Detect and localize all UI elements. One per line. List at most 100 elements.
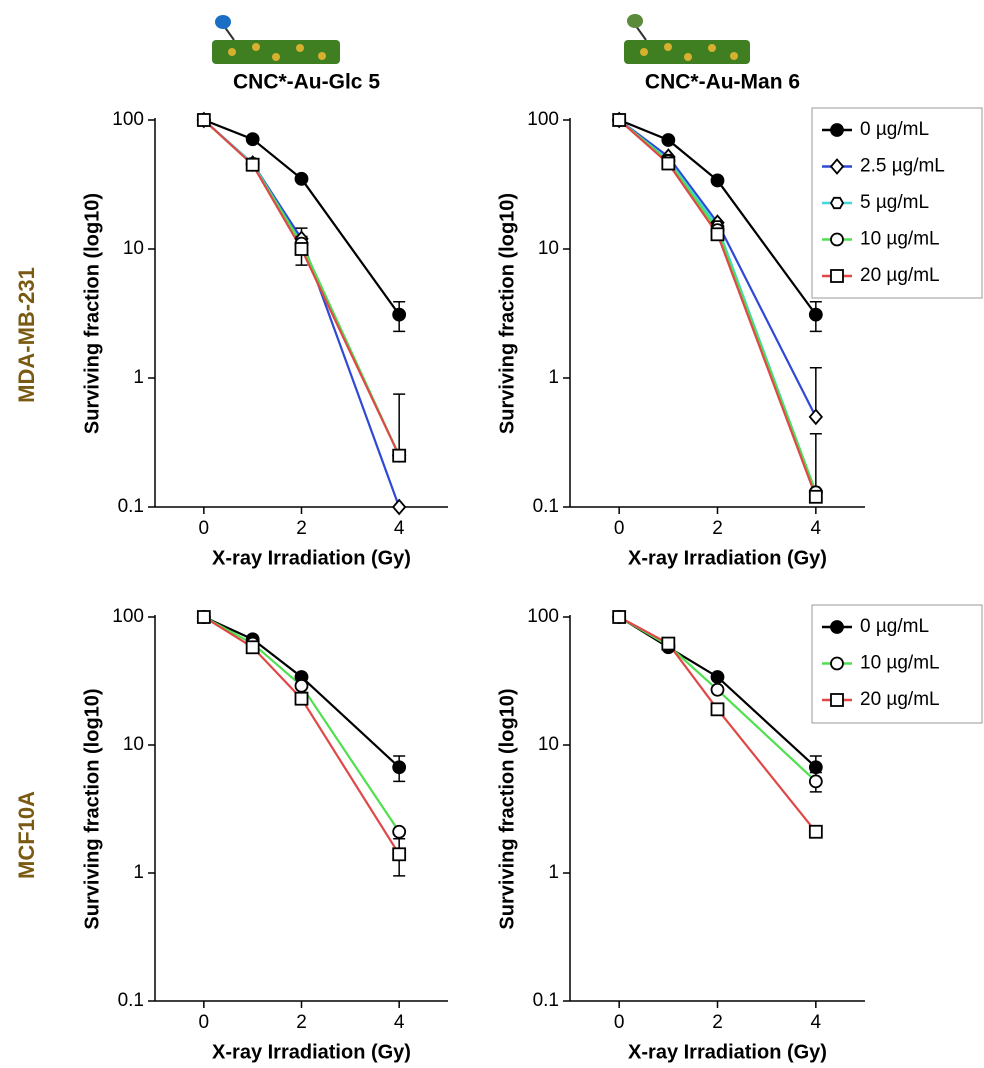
- x-tick-label: 2: [296, 1012, 307, 1033]
- y-tick-label: 1: [133, 367, 144, 388]
- marker: [392, 760, 407, 775]
- y-tick-label: 10: [538, 734, 559, 755]
- y-axis-label: Surviving fraction (log10): [81, 688, 103, 929]
- marker: [830, 693, 844, 707]
- series-line: [203, 615, 400, 769]
- x-tick-label: 2: [296, 518, 307, 539]
- marker: [196, 610, 211, 624]
- marker: [808, 489, 823, 504]
- series-line: [203, 118, 401, 316]
- x-tick-label: 2: [712, 518, 723, 539]
- marker: [808, 307, 823, 322]
- marker: [294, 678, 309, 693]
- y-tick-label: 100: [527, 606, 559, 627]
- marker: [661, 133, 676, 147]
- marker: [830, 620, 844, 634]
- marker: [808, 408, 824, 426]
- x-tick-label: 4: [811, 518, 822, 539]
- series-line: [618, 616, 817, 783]
- legend-label: 10 µg/mL: [860, 229, 940, 250]
- y-tick-label: 10: [123, 238, 144, 259]
- x-tick-label: 2: [712, 1012, 723, 1033]
- marker: [710, 670, 725, 684]
- series-line: [203, 119, 401, 457]
- y-tick-label: 0.1: [118, 990, 144, 1011]
- y-tick-label: 0.1: [533, 990, 559, 1011]
- series-line: [618, 119, 817, 418]
- marker: [392, 847, 407, 862]
- marker: [294, 691, 309, 706]
- marker: [245, 132, 260, 147]
- marker: [391, 498, 407, 516]
- marker: [245, 157, 260, 172]
- marker: [196, 113, 211, 127]
- rod-icon: [624, 14, 750, 64]
- marker: [710, 702, 725, 717]
- error-bar: [393, 393, 406, 456]
- series-line: [203, 119, 401, 457]
- y-tick-label: 100: [527, 109, 559, 130]
- x-axis-label: X-ray Irradiation (Gy): [212, 1041, 411, 1063]
- marker: [392, 824, 407, 839]
- series-line: [618, 118, 817, 316]
- marker: [245, 640, 260, 655]
- chart-title: CNC*-Au-Glc 5: [233, 71, 380, 94]
- x-tick-label: 0: [614, 1012, 625, 1033]
- marker: [830, 656, 844, 671]
- marker: [829, 158, 845, 175]
- y-tick-label: 1: [548, 862, 559, 883]
- y-tick-label: 10: [123, 734, 144, 755]
- legend-label: 2.5 µg/mL: [860, 156, 945, 177]
- legend-label: 20 µg/mL: [860, 265, 940, 286]
- legend-label: 10 µg/mL: [860, 653, 940, 674]
- marker: [808, 774, 823, 789]
- legend-label: 0 µg/mL: [860, 616, 929, 637]
- y-tick-label: 10: [538, 238, 559, 259]
- chart-title: CNC*-Au-Man 6: [645, 71, 800, 94]
- marker: [392, 448, 407, 463]
- marker: [294, 242, 309, 256]
- rod-icon: [212, 15, 340, 64]
- y-tick-label: 0.1: [118, 496, 144, 517]
- x-tick-label: 4: [811, 1012, 822, 1033]
- marker: [830, 123, 844, 137]
- y-tick-label: 1: [548, 367, 559, 388]
- x-axis-label: X-ray Irradiation (Gy): [628, 547, 827, 569]
- marker: [661, 156, 676, 171]
- marker: [808, 824, 823, 839]
- y-tick-label: 1: [133, 862, 144, 883]
- series-line: [618, 616, 817, 833]
- y-tick-label: 0.1: [533, 496, 559, 517]
- marker: [392, 307, 407, 322]
- row-label: MCF10A: [14, 791, 39, 879]
- x-axis-label: X-ray Irradiation (Gy): [628, 1041, 827, 1063]
- marker: [612, 610, 627, 624]
- series-line: [203, 616, 401, 855]
- x-tick-label: 4: [394, 1012, 405, 1033]
- row-label: MDA-MB-231: [14, 267, 39, 403]
- x-tick-label: 0: [614, 518, 625, 539]
- marker: [710, 682, 725, 697]
- marker: [808, 760, 823, 775]
- marker: [710, 173, 725, 188]
- x-tick-label: 0: [199, 518, 210, 539]
- marker: [829, 196, 845, 210]
- marker: [830, 269, 844, 283]
- y-axis-label: Surviving fraction (log10): [81, 193, 103, 434]
- marker: [294, 171, 309, 186]
- marker: [661, 636, 676, 651]
- marker: [612, 113, 627, 127]
- series-line: [203, 616, 401, 833]
- marker: [710, 227, 725, 242]
- marker: [830, 232, 844, 247]
- y-tick-label: 100: [112, 109, 144, 130]
- series-line: [203, 119, 401, 457]
- x-axis-label: X-ray Irradiation (Gy): [212, 547, 411, 569]
- x-tick-label: 4: [394, 518, 405, 539]
- y-axis-label: Surviving fraction (log10): [496, 193, 518, 434]
- y-tick-label: 100: [112, 606, 144, 627]
- legend-label: 5 µg/mL: [860, 192, 929, 213]
- x-tick-label: 0: [199, 1012, 210, 1033]
- legend-label: 0 µg/mL: [860, 119, 929, 140]
